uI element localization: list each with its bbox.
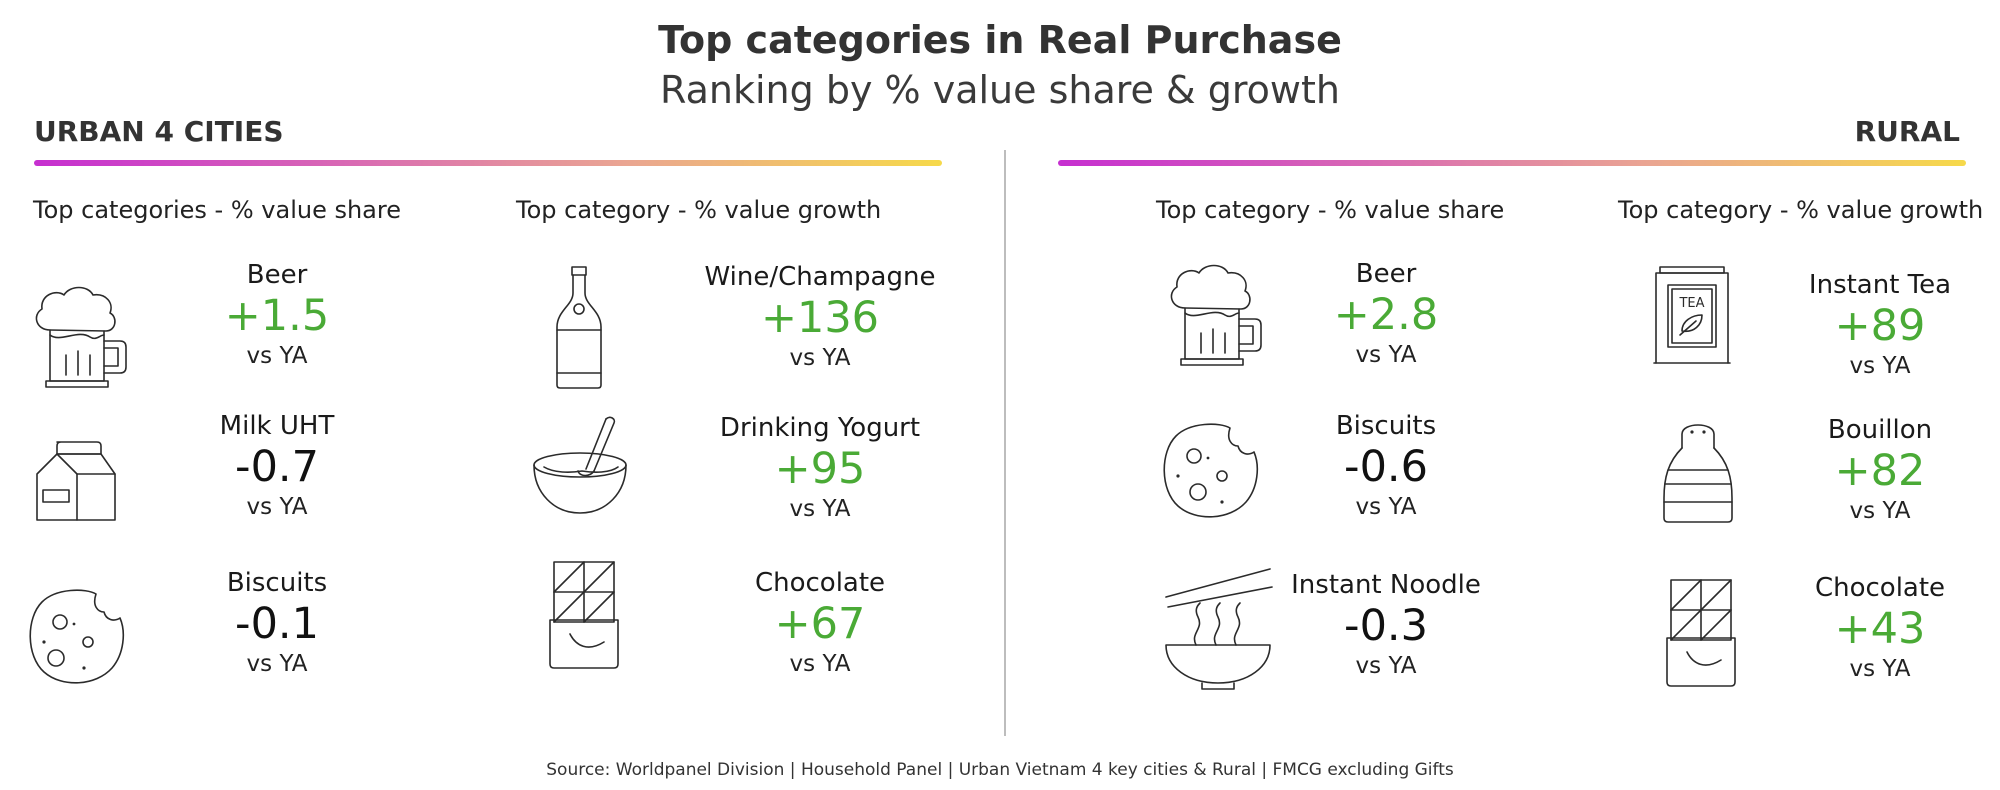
vs-ya-label: vs YA	[246, 494, 308, 520]
wine-bottle-icon	[553, 265, 605, 390]
category-name: Beer	[246, 260, 308, 290]
urban-share-header: Top categories - % value share	[33, 196, 401, 224]
category-name: Drinking Yogurt	[719, 413, 921, 443]
rural-region-label: RURAL	[1854, 115, 1960, 148]
beer-mug-icon	[1165, 263, 1265, 368]
bouillon-shaker-icon	[1662, 418, 1734, 526]
beer-mug-icon	[30, 285, 130, 390]
milk-carton-icon	[33, 440, 119, 525]
category-name: Milk UHT	[219, 411, 335, 441]
category-value: +43	[1834, 604, 1926, 654]
category-name: Biscuits	[1335, 411, 1437, 441]
rural-share-item-1: Beer +2.8 vs YA	[1266, 258, 1506, 370]
noodle-bowl-icon	[1164, 567, 1274, 692]
category-name: Beer	[1355, 259, 1417, 289]
page-subtitle: Ranking by % value share & growth	[660, 68, 1340, 112]
category-value: +95	[774, 444, 866, 494]
urban-share-item-3: Biscuits -0.1 vs YA	[157, 567, 397, 679]
urban-gradient-bar	[34, 160, 942, 166]
vs-ya-label: vs YA	[246, 343, 308, 369]
vs-ya-label: vs YA	[1355, 653, 1417, 679]
urban-growth-header: Top category - % value growth	[516, 196, 882, 224]
category-name: Instant Tea	[1808, 270, 1952, 300]
rural-growth-item-2: Bouillon +82 vs YA	[1760, 414, 2000, 526]
vs-ya-label: vs YA	[1355, 342, 1417, 368]
vs-ya-label: vs YA	[789, 651, 851, 677]
category-value: -0.3	[1344, 601, 1428, 651]
rural-share-item-3: Instant Noodle -0.3 vs YA	[1266, 569, 1506, 681]
rural-gradient-bar	[1058, 160, 1966, 166]
urban-growth-item-3: Chocolate +67 vs YA	[700, 567, 940, 679]
category-name: Bouillon	[1827, 415, 1933, 445]
vs-ya-label: vs YA	[1849, 353, 1911, 379]
category-value: -0.6	[1344, 442, 1428, 492]
cookie-icon	[1160, 422, 1260, 522]
tea-tin-label: TEA	[1678, 296, 1704, 311]
vs-ya-label: vs YA	[1355, 494, 1417, 520]
rural-growth-item-1: Instant Tea +89 vs YA	[1760, 269, 2000, 381]
category-value: -0.1	[235, 599, 319, 649]
urban-share-item-1: Beer +1.5 vs YA	[157, 259, 397, 371]
category-name: Instant Noodle	[1291, 570, 1481, 600]
rural-growth-header: Top category - % value growth	[1618, 196, 1984, 224]
tea-tin-icon: TEA	[1652, 265, 1732, 365]
chocolate-bar-icon	[1665, 578, 1737, 688]
vs-ya-label: vs YA	[1849, 498, 1911, 524]
urban-share-item-2: Milk UHT -0.7 vs YA	[157, 410, 397, 522]
rural-growth-item-3: Chocolate +43 vs YA	[1760, 572, 2000, 684]
yogurt-bowl-icon	[530, 413, 635, 518]
category-value: +89	[1834, 301, 1926, 351]
category-value: +67	[774, 599, 866, 649]
urban-region-label: URBAN 4 CITIES	[34, 115, 284, 148]
region-divider	[1004, 150, 1006, 736]
source-footnote: Source: Worldpanel Division | Household …	[546, 760, 1454, 780]
rural-share-header: Top category - % value share	[1156, 196, 1505, 224]
category-name: Biscuits	[226, 568, 328, 598]
category-name: Wine/Champagne	[704, 262, 936, 292]
urban-growth-item-2: Drinking Yogurt +95 vs YA	[700, 412, 940, 524]
category-value: -0.7	[235, 442, 319, 492]
category-value: +136	[760, 293, 880, 343]
chocolate-bar-icon	[548, 560, 620, 670]
vs-ya-label: vs YA	[789, 496, 851, 522]
vs-ya-label: vs YA	[1849, 656, 1911, 682]
category-name: Chocolate	[754, 568, 886, 598]
category-name: Chocolate	[1814, 573, 1946, 603]
category-value: +1.5	[224, 291, 330, 341]
vs-ya-label: vs YA	[789, 345, 851, 371]
page-title: Top categories in Real Purchase	[658, 18, 1342, 62]
rural-share-item-2: Biscuits -0.6 vs YA	[1266, 410, 1506, 522]
category-value: +82	[1834, 446, 1926, 496]
cookie-icon	[26, 588, 126, 688]
vs-ya-label: vs YA	[246, 651, 308, 677]
category-value: +2.8	[1333, 290, 1439, 340]
urban-growth-item-1: Wine/Champagne +136 vs YA	[700, 261, 940, 373]
